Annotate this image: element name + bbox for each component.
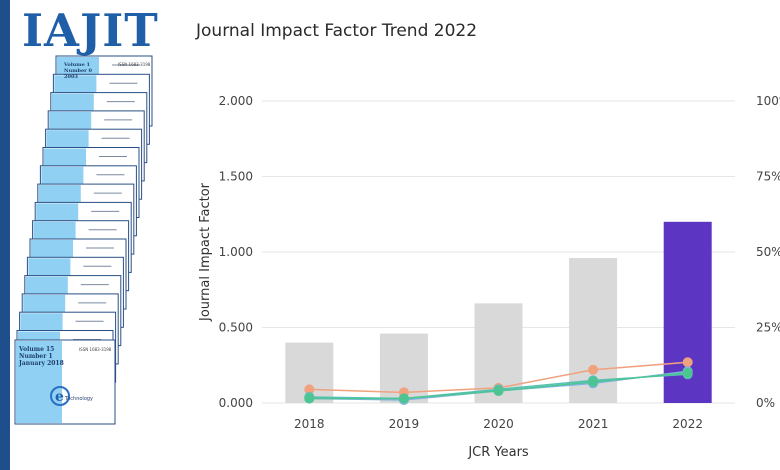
y-axis-title: Journal Impact Factor xyxy=(198,182,213,322)
e-logo-icon xyxy=(50,386,70,406)
series-point-4 xyxy=(493,385,504,396)
e-logo-letter: e xyxy=(55,389,64,405)
y2-tick-label: 50% xyxy=(756,245,780,259)
series-point-4 xyxy=(682,367,693,378)
y-tick-label: 0.000 xyxy=(219,396,253,410)
y2-tick-label: 0% xyxy=(756,396,775,410)
journal-logo: IAJIT xyxy=(22,4,159,57)
y-tick-label: 2.000 xyxy=(219,94,253,108)
back-cover-number: Number 0 xyxy=(64,68,93,74)
journal-cover-image: IAJIT Volume 1 Number 0 2003 ISSN 1683-3198… xyxy=(0,0,168,470)
y2-tick-label: 75% xyxy=(756,170,780,184)
chart-title: Journal Impact Factor Trend 2022 xyxy=(196,21,478,41)
x-tick-label: 2020 xyxy=(483,417,514,431)
back-cover-year: 2003 xyxy=(64,74,78,80)
series-point-1 xyxy=(588,364,599,375)
front-cover-brand: Technology xyxy=(64,396,93,402)
series-point-4 xyxy=(304,393,315,404)
series-point-1 xyxy=(682,357,693,368)
x-tick-label: 2021 xyxy=(578,417,609,431)
y2-tick-label: 100% xyxy=(756,94,780,108)
series-point-4 xyxy=(588,376,599,387)
front-cover-issn: ISSN 1683-3198 xyxy=(79,347,112,352)
front-cover-number: Number 1 xyxy=(19,353,53,360)
back-cover-issn: ISSN 1683-3198 xyxy=(118,62,151,67)
x-tick-label: 2022 xyxy=(672,417,703,431)
y-tick-label: 1.500 xyxy=(219,170,253,184)
x-axis-title: JCR Years xyxy=(467,445,529,460)
front-cover-date: January 2018 xyxy=(18,360,64,367)
y-tick-label: 1.000 xyxy=(219,245,253,259)
x-tick-label: 2019 xyxy=(389,417,420,431)
x-tick-label: 2018 xyxy=(294,417,325,431)
series-point-4 xyxy=(398,393,409,404)
cover-spine xyxy=(0,0,10,470)
front-cover-volume: Volume 15 xyxy=(18,346,54,353)
series-point-1 xyxy=(304,384,315,395)
y-tick-label: 0.500 xyxy=(219,321,253,335)
front-cover-band xyxy=(16,341,62,423)
y2-tick-label: 25% xyxy=(756,321,780,335)
back-cover-volume: Volume 1 xyxy=(63,62,90,68)
